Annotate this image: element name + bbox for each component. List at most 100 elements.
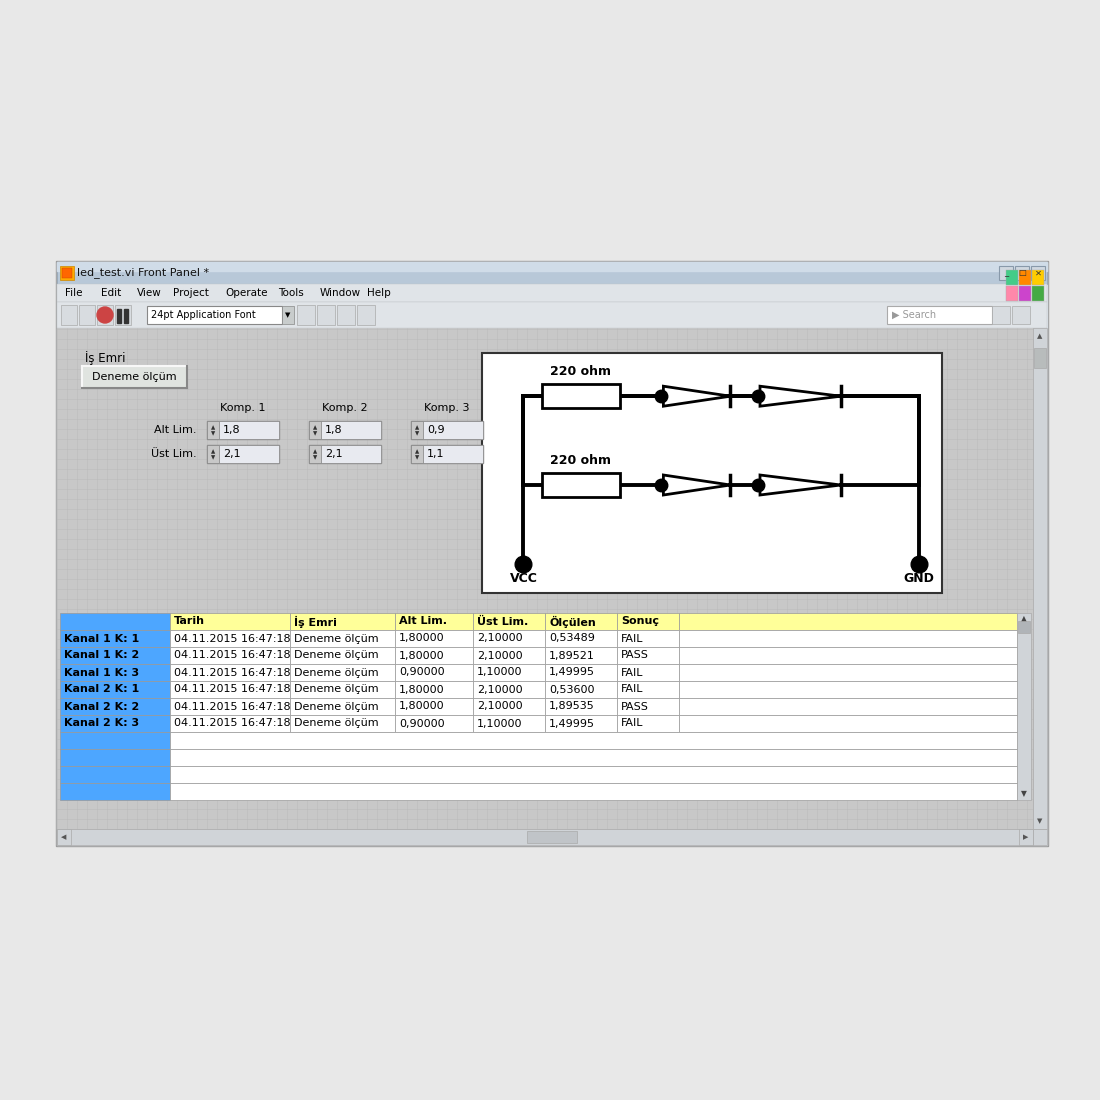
Text: 1,49995: 1,49995	[549, 718, 595, 728]
Bar	[395, 698, 473, 715]
Bar	[116, 305, 131, 324]
Bar	[679, 664, 1018, 681]
Text: 0,90000: 0,90000	[399, 668, 444, 678]
Bar	[60, 715, 170, 732]
Bar	[309, 421, 381, 439]
Bar	[544, 613, 617, 630]
Bar	[170, 783, 1018, 800]
Text: Kanal 1 K: 1: Kanal 1 K: 1	[64, 634, 140, 643]
Text: ▲: ▲	[211, 450, 216, 454]
Text: 0,9: 0,9	[427, 425, 444, 435]
Bar	[207, 446, 219, 463]
Bar	[290, 613, 395, 630]
Text: ▼: ▼	[312, 455, 317, 461]
Text: İş Emri: İş Emri	[85, 351, 125, 365]
Text: 04.11.2015 16:47:18: 04.11.2015 16:47:18	[174, 668, 290, 678]
Bar	[60, 749, 170, 766]
Text: led_test.vi Front Panel *: led_test.vi Front Panel *	[77, 267, 209, 278]
Bar	[170, 732, 1018, 749]
Bar	[473, 664, 544, 681]
Bar	[679, 681, 1018, 698]
Bar	[617, 664, 679, 681]
Bar	[79, 305, 95, 324]
Text: İş Emri: İş Emri	[294, 616, 337, 627]
Text: ▲: ▲	[415, 426, 419, 430]
Text: ▼: ▼	[211, 455, 216, 461]
Text: FAIL: FAIL	[621, 668, 643, 678]
Bar	[617, 647, 679, 664]
Bar	[170, 698, 290, 715]
Bar	[60, 681, 170, 698]
Bar	[60, 305, 77, 324]
Bar	[170, 766, 1018, 783]
Bar	[309, 446, 321, 463]
Text: FAIL: FAIL	[621, 684, 643, 694]
Text: Kanal 2 K: 2: Kanal 2 K: 2	[64, 702, 140, 712]
Text: 0,90000: 0,90000	[399, 718, 444, 728]
Text: Tools: Tools	[278, 288, 304, 298]
Bar	[60, 266, 74, 280]
Bar	[395, 613, 473, 630]
Text: ▼: ▼	[1021, 790, 1027, 799]
Bar	[617, 613, 679, 630]
Text: ▼: ▼	[415, 455, 419, 461]
Text: ▶ Search: ▶ Search	[892, 310, 936, 320]
Text: PASS: PASS	[621, 702, 649, 712]
Text: 2,10000: 2,10000	[477, 684, 522, 694]
Bar	[207, 421, 219, 439]
Bar	[544, 698, 617, 715]
Text: PASS: PASS	[621, 650, 649, 660]
Bar	[1019, 270, 1031, 285]
Bar	[208, 446, 278, 462]
Text: ▲: ▲	[312, 450, 317, 454]
Bar	[542, 384, 620, 408]
Text: ▲: ▲	[312, 426, 317, 430]
Text: View: View	[138, 288, 162, 298]
Text: 1,8: 1,8	[223, 425, 241, 435]
Text: 2,10000: 2,10000	[477, 634, 522, 643]
Bar	[60, 732, 170, 749]
Text: 220 ohm: 220 ohm	[550, 365, 612, 378]
Bar	[170, 630, 290, 647]
Text: 04.11.2015 16:47:18: 04.11.2015 16:47:18	[174, 702, 290, 712]
Bar	[424, 446, 483, 463]
Text: Project: Project	[173, 288, 209, 298]
Bar	[117, 309, 121, 323]
Text: ✕: ✕	[1034, 268, 1042, 277]
Bar	[395, 630, 473, 647]
Text: 2,10000: 2,10000	[477, 702, 522, 712]
Bar	[57, 328, 1033, 829]
Bar	[424, 421, 483, 439]
Bar	[60, 664, 170, 681]
Bar	[1019, 286, 1031, 301]
Text: Komp. 3: Komp. 3	[425, 403, 470, 412]
Text: 04.11.2015 16:47:18: 04.11.2015 16:47:18	[174, 684, 290, 694]
Text: Deneme ölçüm: Deneme ölçüm	[294, 702, 378, 712]
Text: 0,53489: 0,53489	[549, 634, 595, 643]
Bar	[395, 715, 473, 732]
Bar	[310, 446, 380, 462]
Bar	[412, 422, 482, 438]
Text: Sonuç: Sonuç	[621, 616, 659, 627]
Bar	[679, 698, 1018, 715]
Text: Deneme ölçüm: Deneme ölçüm	[294, 634, 378, 643]
Bar	[395, 647, 473, 664]
Text: Operate: Operate	[226, 288, 268, 298]
Bar	[317, 305, 336, 324]
Text: Ölçülen: Ölçülen	[549, 616, 596, 627]
Bar	[170, 664, 290, 681]
Bar	[207, 421, 279, 439]
Bar	[395, 681, 473, 698]
Text: 1,80000: 1,80000	[399, 650, 444, 660]
Bar	[337, 305, 355, 324]
Bar	[219, 421, 279, 439]
Text: _: _	[1004, 268, 1008, 277]
Bar	[57, 829, 72, 845]
Text: Komp. 2: Komp. 2	[322, 403, 367, 412]
Bar	[290, 698, 395, 715]
Bar	[473, 715, 544, 732]
Circle shape	[97, 307, 113, 323]
Polygon shape	[663, 386, 730, 406]
Bar	[679, 613, 1018, 630]
Text: 24pt Application Font: 24pt Application Font	[151, 310, 255, 320]
